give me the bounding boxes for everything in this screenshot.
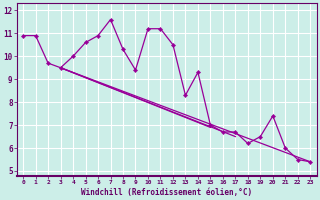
X-axis label: Windchill (Refroidissement éolien,°C): Windchill (Refroidissement éolien,°C) [81,188,252,197]
